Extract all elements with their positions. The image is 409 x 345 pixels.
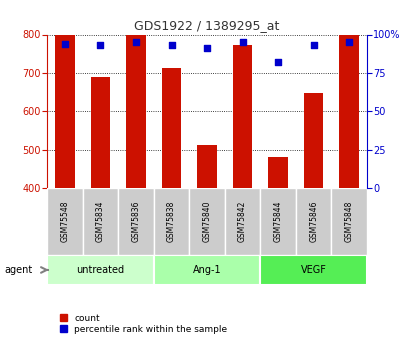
Text: GSM75834: GSM75834 (96, 201, 105, 243)
Point (203, 46, 210, 51)
Point (310, 42, 316, 48)
Bar (330, 188, 366, 255)
Bar (232, 45, 252, 188)
Bar (260, 188, 295, 255)
Bar (126, 34, 146, 188)
Bar (295, 188, 330, 255)
Point (133, 39, 139, 45)
Bar (47, 188, 83, 255)
Bar (153, 188, 189, 255)
Bar (224, 188, 260, 255)
Text: GSM75848: GSM75848 (344, 201, 353, 242)
Text: GSM75842: GSM75842 (238, 201, 247, 242)
Bar (90, 78, 110, 188)
Bar (303, 93, 323, 188)
Bar (189, 188, 224, 255)
Text: GSM75846: GSM75846 (308, 201, 317, 243)
Text: GSM75836: GSM75836 (131, 201, 140, 243)
Bar (339, 34, 358, 188)
Point (274, 59, 281, 65)
Legend: count, percentile rank within the sample: count, percentile rank within the sample (60, 314, 227, 334)
Bar (47, 255, 153, 285)
Text: untreated: untreated (76, 265, 124, 275)
Text: GSM75844: GSM75844 (273, 201, 282, 243)
Bar (118, 188, 153, 255)
Point (345, 39, 352, 45)
Text: GSM75838: GSM75838 (166, 201, 175, 242)
Bar (55, 34, 74, 188)
Text: GSM75840: GSM75840 (202, 201, 211, 243)
Point (239, 39, 245, 45)
Point (168, 42, 174, 48)
Text: VEGF: VEGF (300, 265, 326, 275)
Bar (267, 157, 287, 188)
Title: GDS1922 / 1389295_at: GDS1922 / 1389295_at (134, 19, 279, 32)
Bar (83, 188, 118, 255)
Text: agent: agent (4, 265, 32, 275)
Bar (197, 145, 216, 188)
Point (61, 41, 68, 47)
Point (97, 42, 103, 48)
Bar (153, 255, 260, 285)
Text: Ang-1: Ang-1 (192, 265, 221, 275)
Bar (260, 255, 366, 285)
Bar (161, 68, 181, 188)
Text: GSM75548: GSM75548 (60, 201, 69, 243)
